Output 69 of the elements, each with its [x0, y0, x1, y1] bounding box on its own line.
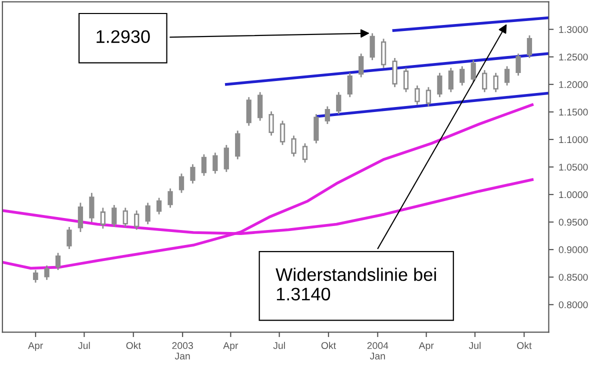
candlestick: [100, 207, 106, 230]
candlestick: [526, 34, 532, 59]
candlestick: [66, 226, 72, 250]
y-tick-label: 1.0000: [559, 191, 588, 198]
candlestick: [291, 134, 296, 158]
candlestick: [246, 96, 252, 126]
x-tick-label: 2004 Jan: [367, 342, 388, 360]
x-tick-label: Apr: [223, 342, 238, 351]
y-tick-label: 1.3000: [559, 26, 588, 33]
candlestick: [190, 164, 196, 184]
candlestick: [403, 67, 409, 93]
candlestick: [168, 188, 173, 208]
candlestick: [302, 142, 308, 164]
candlestick: [437, 72, 442, 98]
y-tick-label: 0.9000: [558, 246, 588, 254]
y-tick-label: 1.2500: [559, 54, 588, 60]
candlestick: [380, 38, 386, 69]
candlestick: [89, 192, 94, 223]
x-tick-label: Okt: [517, 342, 532, 350]
candlestick: [392, 57, 398, 88]
candlestick: [212, 152, 218, 174]
candlestick: [55, 252, 61, 271]
candlestick: [280, 120, 286, 146]
candlestick: [370, 32, 375, 61]
candlestick: [122, 207, 128, 228]
annotation: 1.2930: [96, 30, 150, 44]
candlestick: [112, 204, 117, 228]
y-tick-label: 1.1500: [559, 108, 588, 116]
candlestick: [516, 52, 521, 76]
candlestick: [324, 106, 330, 125]
candlestick: [134, 210, 140, 230]
y-tick-label: 1.0500: [559, 164, 588, 171]
candlestick: [426, 86, 432, 108]
y-tick-label: 0.8000: [558, 301, 588, 308]
y-tick-label: 1.2000: [559, 81, 588, 88]
candlestick: [145, 202, 150, 225]
candlestick: [493, 72, 498, 93]
annotation: Widerstandslinie bei 1.3140: [276, 268, 436, 300]
x-tick-label: 2003 Jan: [172, 342, 193, 360]
candlestick: [504, 66, 510, 86]
candlestick: [460, 66, 465, 86]
x-tick-label: Okt: [321, 342, 336, 350]
x-tick-label: Apr: [418, 342, 434, 351]
x-tick-label: Jul: [273, 342, 285, 350]
candlestick: [414, 84, 420, 106]
candlestick: [314, 113, 319, 144]
candlestick: [201, 154, 207, 176]
x-tick-label: Jul: [468, 342, 481, 350]
candlestick: [482, 69, 488, 93]
x-tick-label: Okt: [126, 342, 141, 350]
x-tick-label: Apr: [28, 342, 43, 351]
candlestick: [78, 202, 84, 233]
candlestick: [258, 91, 263, 122]
candlestick: [347, 72, 352, 98]
candlestick: [358, 52, 364, 78]
candlestick: [336, 91, 342, 115]
candlestick: [268, 110, 274, 136]
candlestick: [448, 67, 454, 93]
candlestick: [470, 59, 476, 83]
candlestick: [156, 197, 162, 216]
x-tick-label: Jul: [78, 342, 90, 350]
y-tick-label: 1.1000: [559, 136, 588, 144]
candlestick: [44, 264, 50, 281]
candlestick: [33, 269, 38, 284]
candlestick: [178, 172, 184, 194]
candlestick: [235, 130, 240, 160]
y-tick-label: 0.8500: [558, 274, 588, 281]
y-tick-label: 0.9500: [558, 218, 588, 226]
candlestick: [224, 144, 229, 173]
